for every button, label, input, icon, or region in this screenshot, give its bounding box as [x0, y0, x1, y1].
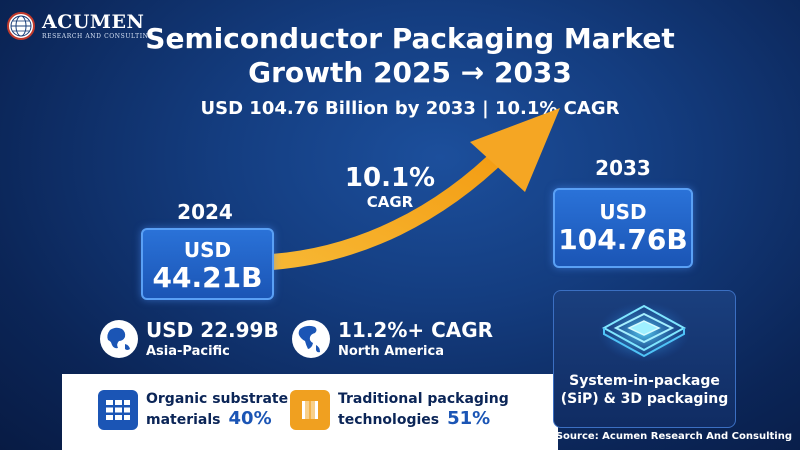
- cagr-value: 10.1%: [344, 163, 436, 193]
- page-subtitle: USD 104.76 Billion by 2033 | 10.1% CAGR: [200, 98, 620, 119]
- brand-logo: ACUMEN RESEARCH AND CONSULTING: [6, 6, 166, 46]
- segment-line-1: Organic substrate: [146, 390, 289, 407]
- region-value: 11.2%+ CAGR: [338, 318, 494, 342]
- segment-traditional-packaging: Traditional packaging technologies 51%: [290, 390, 509, 430]
- end-value-box: USD 104.76B: [553, 188, 693, 268]
- sip-label: System-in-package (SiP) & 3D packaging: [553, 372, 736, 408]
- segment-organic-substrate: Organic substrate materials 40%: [98, 390, 288, 430]
- cagr-text: CAGR: [366, 193, 414, 211]
- start-amount: 44.21B: [152, 261, 263, 294]
- sip-line-1: System-in-package: [569, 373, 720, 389]
- globe-americas-icon: [292, 320, 330, 358]
- region-north-america: 11.2%+ CAGR North America: [290, 318, 493, 360]
- segment-percent: 51%: [447, 407, 491, 429]
- start-year: 2024: [177, 200, 233, 224]
- segment-line-2: technologies: [338, 411, 440, 428]
- segment-percent: 40%: [228, 407, 272, 429]
- package-box-icon: [290, 390, 330, 430]
- source-credit: Source: Acumen Research And Consulting: [555, 431, 792, 442]
- page-title: Semiconductor Packaging Market Growth 20…: [130, 22, 690, 90]
- region-value: USD 22.99B: [146, 318, 279, 342]
- end-currency: USD: [599, 200, 647, 224]
- stacked-chip-icon: [598, 302, 690, 362]
- segment-line-1: Traditional packaging: [338, 390, 509, 407]
- cagr-label: 10.1% CAGR: [330, 165, 450, 210]
- region-asia-pacific: USD 22.99B Asia-Pacific: [98, 318, 279, 360]
- sip-line-2: (SiP) & 3D packaging: [560, 391, 729, 408]
- substrate-grid-icon: [98, 390, 138, 430]
- end-amount: 104.76B: [558, 223, 688, 256]
- globe-asia-icon: [100, 320, 138, 358]
- logo-tagline: RESEARCH AND CONSULTING: [42, 32, 154, 40]
- title-line-2: Growth 2025 → 2033: [248, 56, 572, 89]
- start-value-box: USD 44.21B: [141, 228, 274, 300]
- globe-logo-icon: [7, 12, 35, 40]
- region-label: North America: [338, 344, 444, 359]
- logo-name: ACUMEN: [42, 10, 145, 33]
- start-currency: USD: [183, 238, 232, 262]
- end-year: 2033: [595, 156, 651, 180]
- region-label: Asia-Pacific: [146, 344, 230, 359]
- segment-line-2: materials: [146, 411, 221, 428]
- title-line-1: Semiconductor Packaging Market: [145, 22, 675, 55]
